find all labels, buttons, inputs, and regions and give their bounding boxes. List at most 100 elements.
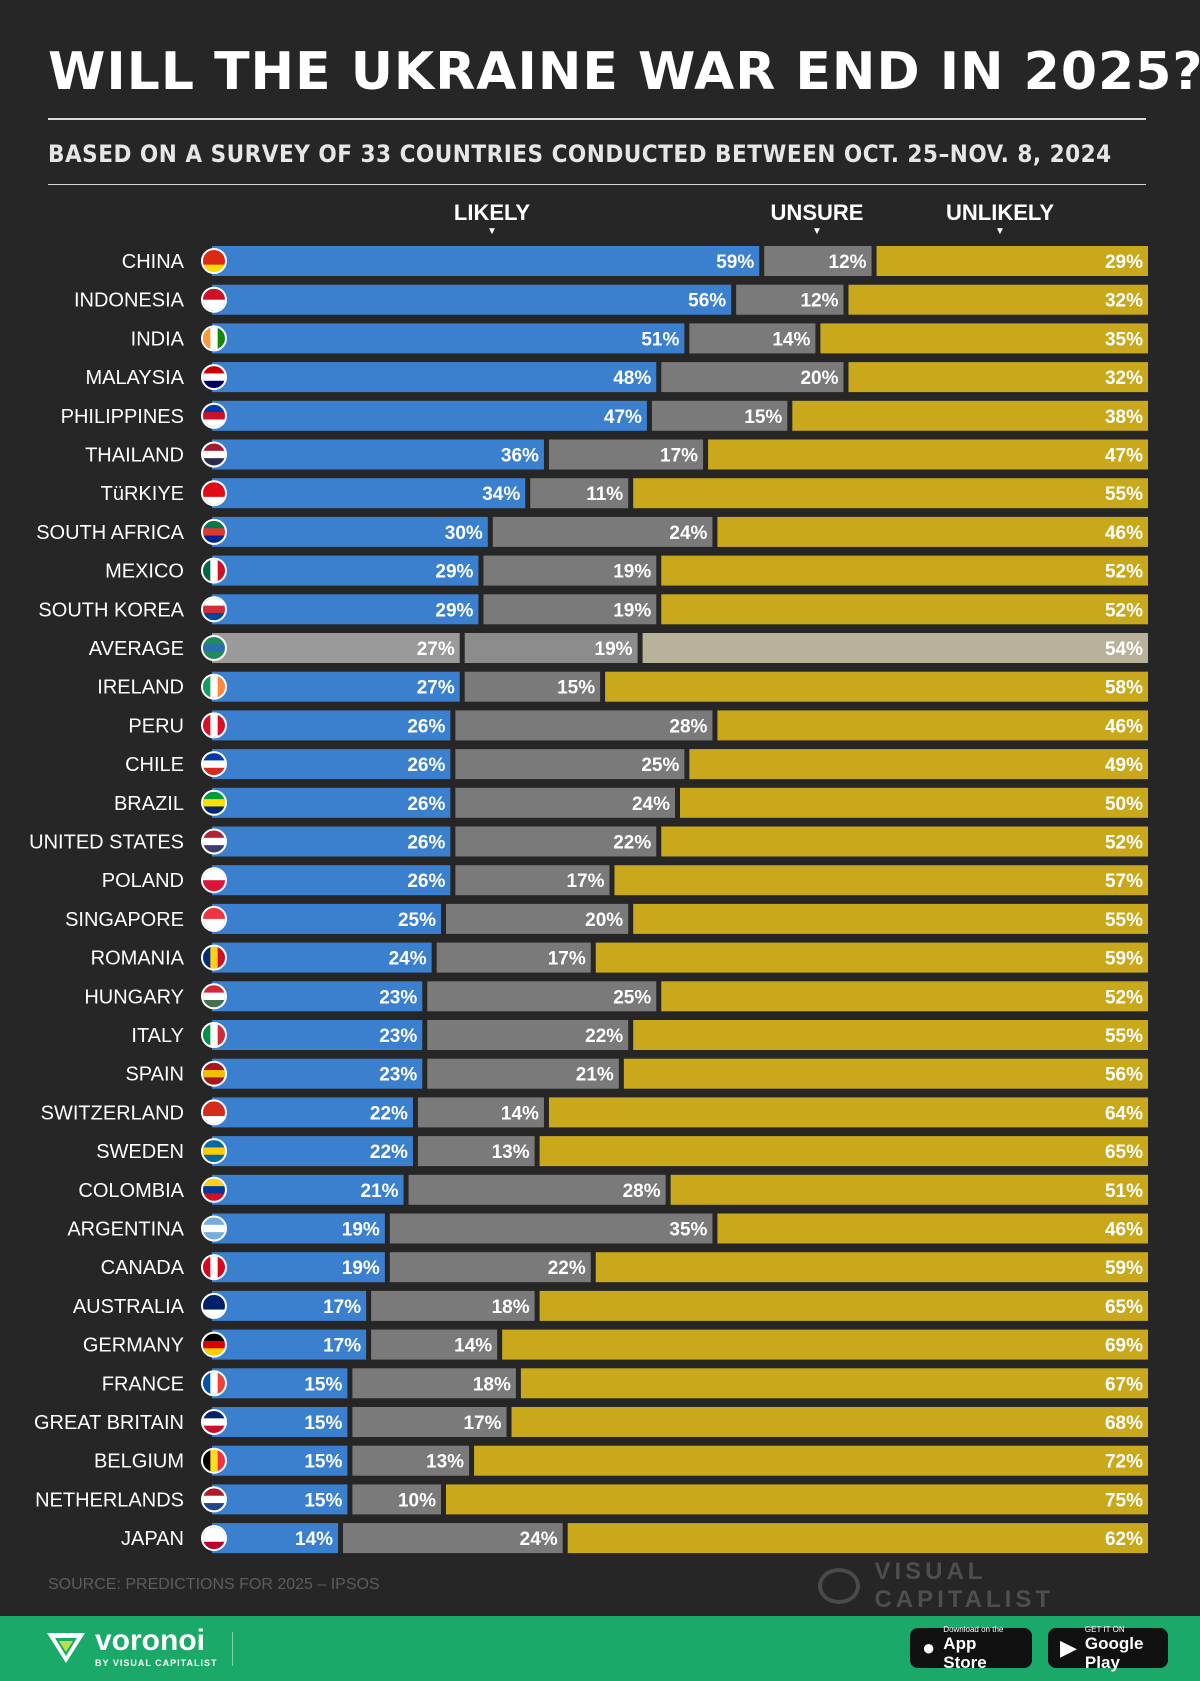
value-label-likely: 27%	[417, 639, 455, 660]
flag-italy-icon	[201, 1022, 227, 1048]
voronoi-logo[interactable]: voronoi BY VISUAL CAPITALIST	[45, 1626, 218, 1668]
value-label-likely: 17%	[323, 1336, 361, 1357]
value-label-likely: 15%	[304, 1452, 342, 1473]
chart-title: WILL THE UKRAINE WAR END IN 2025?	[48, 42, 1200, 102]
bar-unlikely	[717, 1213, 1148, 1244]
flag-australia-icon	[201, 1292, 227, 1319]
bar-likely	[212, 439, 544, 470]
flag-turkiye-icon	[201, 480, 227, 507]
source-note: SOURCE: PREDICTIONS FOR 2025 – IPSOS	[48, 1576, 380, 1593]
bar-unsure	[455, 749, 685, 780]
flag-south-korea-icon	[201, 596, 227, 623]
country-label: MEXICO	[105, 561, 184, 583]
legend-likely-label: LIKELY	[453, 200, 531, 225]
flag-sweden-icon	[201, 1138, 227, 1165]
bar-unlikely	[642, 633, 1148, 663]
country-label: SOUTH KOREA	[38, 599, 184, 621]
legend-unsure: UNSURE ▼	[771, 200, 864, 237]
value-label-unlikely: 55%	[1105, 484, 1143, 505]
voronoi-wordmark: voronoi	[95, 1624, 205, 1657]
app-store-small: Download on the	[943, 1624, 1004, 1634]
bar-likely	[212, 516, 488, 547]
country-label: SOUTH AFRICA	[36, 522, 184, 544]
value-label-likely: 22%	[370, 1103, 408, 1124]
value-label-unsure: 22%	[585, 1026, 623, 1047]
country-label: TüRKIYE	[101, 483, 184, 505]
bar-likely	[212, 1523, 339, 1554]
value-label-unlikely: 65%	[1105, 1297, 1143, 1318]
caret-down-icon: ▼	[487, 226, 497, 237]
value-label-unsure: 17%	[566, 871, 604, 892]
country-label: ARGENTINA	[67, 1219, 184, 1241]
bar-unlikely	[661, 826, 1148, 857]
bar-likely	[212, 1368, 348, 1399]
bar-likely	[212, 400, 647, 431]
bar-likely	[212, 1407, 348, 1437]
bar-unlikely	[670, 1174, 1148, 1205]
apple-icon: ●	[922, 1635, 936, 1660]
value-label-unlikely: 54%	[1105, 639, 1143, 660]
value-label-unsure: 22%	[613, 833, 651, 854]
bar-unsure	[389, 1213, 713, 1244]
bar-unlikely	[848, 362, 1148, 393]
app-store-button[interactable]: ● Download on the App Store	[910, 1624, 1032, 1672]
value-label-unlikely: 56%	[1105, 1065, 1143, 1086]
flag-switzerland-icon	[201, 1099, 227, 1126]
value-label-likely: 27%	[417, 678, 455, 699]
bar-likely	[212, 826, 451, 857]
legend-unlikely-label: UNLIKELY	[946, 200, 1054, 225]
value-label-unlikely: 72%	[1105, 1452, 1143, 1473]
google-play-icon: ▶	[1060, 1635, 1077, 1660]
bar-unsure	[455, 710, 713, 741]
value-label-likely: 48%	[613, 368, 651, 389]
value-label-unsure: 13%	[426, 1452, 464, 1473]
bar-unsure	[427, 981, 657, 1012]
bar-likely	[212, 1058, 423, 1089]
bar-unsure	[455, 787, 675, 818]
value-label-unsure: 25%	[613, 987, 651, 1008]
bar-unlikely	[502, 1329, 1148, 1360]
value-label-unlikely: 52%	[1105, 562, 1143, 583]
value-label-likely: 29%	[435, 600, 473, 621]
bar-unlikely	[539, 1290, 1148, 1321]
country-label: INDIA	[131, 328, 185, 350]
value-label-likely: 56%	[688, 291, 726, 312]
bar-unlikely	[661, 594, 1148, 625]
legend-likely: LIKELY ▼	[453, 200, 531, 237]
country-label: HUNGARY	[84, 986, 184, 1008]
bar-likely	[212, 1329, 367, 1360]
bar-unlikely	[633, 478, 1148, 509]
flag-ireland-icon	[201, 673, 227, 700]
value-label-unlikely: 52%	[1105, 833, 1143, 854]
value-label-likely: 26%	[407, 716, 445, 737]
value-label-likely: 29%	[435, 562, 473, 583]
value-label-likely: 26%	[407, 755, 445, 776]
value-label-likely: 21%	[361, 1181, 399, 1202]
bar-unsure	[689, 323, 816, 354]
brand-name: VISUAL CAPITALIST	[874, 1558, 1054, 1613]
bar-unlikely	[717, 710, 1148, 741]
bar-unlikely	[848, 284, 1148, 315]
bar-unlikely	[539, 1136, 1148, 1167]
bar-unlikely	[595, 942, 1148, 973]
flag-chile-icon	[201, 751, 227, 778]
value-label-likely: 59%	[716, 252, 754, 273]
value-label-unlikely: 57%	[1105, 871, 1143, 892]
bar-unsure	[408, 1174, 666, 1205]
value-label-unsure: 19%	[613, 562, 651, 583]
value-label-likely: 30%	[445, 523, 483, 544]
value-label-unlikely: 69%	[1105, 1336, 1143, 1357]
country-label: POLAND	[102, 870, 184, 892]
value-label-unsure: 10%	[398, 1490, 436, 1511]
stacked-bar-chart: CHINA 59% 12% 29% INDONESIA 56% 12% 32% INDIA 51%…	[29, 246, 1149, 1554]
google-play-button[interactable]: ▶ GET IT ON Google Play	[1048, 1625, 1168, 1672]
flag-france-icon	[201, 1370, 227, 1397]
country-label: UNITED STATES	[29, 832, 184, 854]
bar-unsure	[548, 439, 704, 470]
flag-japan-icon	[201, 1525, 227, 1552]
country-label: PERU	[128, 715, 184, 737]
bar-unlikely	[474, 1445, 1149, 1476]
value-label-unlikely: 62%	[1105, 1529, 1143, 1550]
value-label-unlikely: 59%	[1105, 1258, 1143, 1279]
value-label-likely: 51%	[641, 329, 679, 350]
